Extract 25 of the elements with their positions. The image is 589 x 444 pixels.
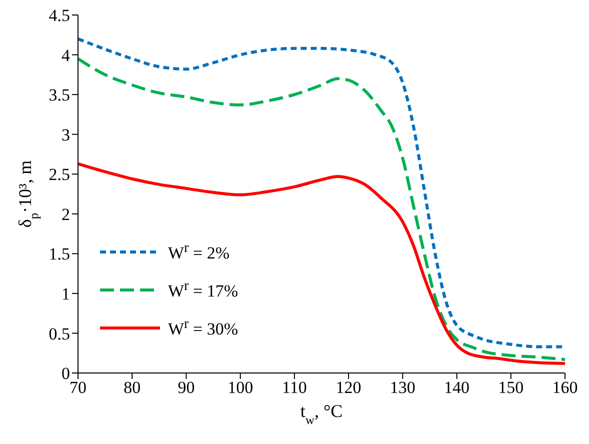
y-tick-label: 1.5	[48, 244, 70, 264]
x-tick-label: 160	[552, 378, 578, 398]
y-tick-label: 2	[62, 204, 70, 224]
y-tick-label: 4.5	[48, 6, 70, 26]
x-tick-label: 120	[336, 378, 362, 398]
x-tick-label: 100	[228, 378, 254, 398]
legend-label: W$^{r}$ = 2%	[168, 240, 230, 264]
y-tick-label: 0.5	[48, 324, 70, 344]
x-tick-label: 140	[444, 378, 470, 398]
y-tick-label: 2.5	[48, 165, 70, 184]
line-series	[78, 162, 565, 365]
y-tick-label: 4	[62, 46, 70, 65]
x-tick-label: 90	[178, 378, 195, 398]
legend-label: W$^{r}$ = 30%	[168, 316, 238, 340]
y-tick-label: 1	[62, 284, 70, 304]
x-tick-label: 150	[498, 378, 524, 398]
x-tick-label: 80	[124, 378, 141, 398]
x-tick-label: 130	[390, 378, 416, 398]
y-tick-label: 3.5	[48, 86, 70, 105]
x-tick-label: 110	[282, 378, 307, 398]
legend-label: W$^{r}$ = 17%	[168, 278, 238, 302]
y-tick-label: 0	[62, 364, 70, 384]
x-tick-label: 70	[70, 378, 86, 398]
y-tick-label: 3	[62, 125, 70, 144]
x-axis-title: t$_{w}$, °C	[300, 401, 343, 427]
